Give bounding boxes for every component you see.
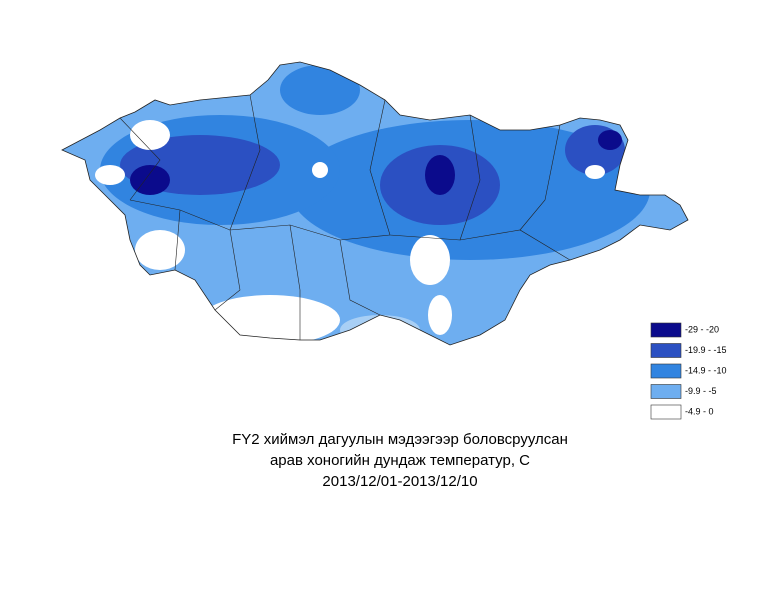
legend-swatch [650,322,682,338]
legend-swatch [650,363,682,379]
province-borders [119,94,571,340]
caption-line: 2013/12/01-2013/12/10 [322,473,477,490]
legend-swatch [650,343,682,358]
map-fill [62,62,688,345]
legend-swatch [650,384,682,399]
legend-label: -9.9 - -5 [685,386,717,396]
caption-line: FY2 хиймэл дагуулын мэдээгээр боловсруул… [232,431,568,448]
legend-label: -19.9 - -15 [685,345,727,355]
legend-label: -4.9 - 0 [685,406,714,416]
legend-swatch [650,404,682,420]
caption-line: арав хоногийн дундаж температур, С [270,452,530,469]
legend-label: -14.9 - -10 [685,365,727,375]
legend: -29 - -20 -19.9 - -15 -14.9 - -10 -9.9 - -5… [650,322,727,420]
legend-label: -29 - -20 [685,324,719,334]
